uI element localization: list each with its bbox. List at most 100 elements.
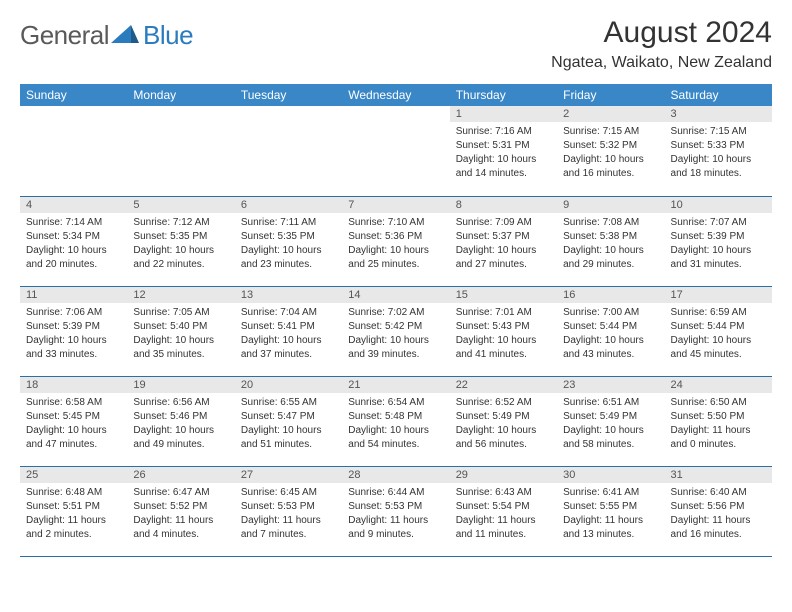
calendar-cell: 15Sunrise: 7:01 AMSunset: 5:43 PMDayligh… <box>450 286 557 376</box>
sunrise-text: Sunrise: 6:41 AM <box>563 486 658 500</box>
sunset-text: Sunset: 5:56 PM <box>671 500 766 514</box>
day-details: Sunrise: 7:16 AMSunset: 5:31 PMDaylight:… <box>450 122 557 187</box>
sunset-text: Sunset: 5:53 PM <box>241 500 336 514</box>
sunrise-text: Sunrise: 7:16 AM <box>456 125 551 139</box>
calendar-week-row: 4Sunrise: 7:14 AMSunset: 5:34 PMDaylight… <box>20 196 772 286</box>
sunrise-text: Sunrise: 6:55 AM <box>241 396 336 410</box>
sunrise-text: Sunrise: 7:02 AM <box>348 306 443 320</box>
day-details: Sunrise: 6:59 AMSunset: 5:44 PMDaylight:… <box>665 303 772 368</box>
daylight-text: Daylight: 10 hours and 45 minutes. <box>671 334 766 362</box>
weekday-header: Thursday <box>450 84 557 106</box>
weekday-header: Tuesday <box>235 84 342 106</box>
daylight-text: Daylight: 11 hours and 11 minutes. <box>456 514 551 542</box>
day-details: Sunrise: 7:15 AMSunset: 5:33 PMDaylight:… <box>665 122 772 187</box>
month-title: August 2024 <box>551 16 772 50</box>
calendar-cell: 22Sunrise: 6:52 AMSunset: 5:49 PMDayligh… <box>450 376 557 466</box>
daylight-text: Daylight: 10 hours and 33 minutes. <box>26 334 121 362</box>
sunrise-text: Sunrise: 7:12 AM <box>133 216 228 230</box>
sunset-text: Sunset: 5:42 PM <box>348 320 443 334</box>
day-number: 21 <box>342 377 449 393</box>
sunset-text: Sunset: 5:44 PM <box>563 320 658 334</box>
daylight-text: Daylight: 10 hours and 49 minutes. <box>133 424 228 452</box>
day-number: 3 <box>665 106 772 122</box>
calendar-cell: 27Sunrise: 6:45 AMSunset: 5:53 PMDayligh… <box>235 466 342 556</box>
day-details: Sunrise: 6:41 AMSunset: 5:55 PMDaylight:… <box>557 483 664 548</box>
daylight-text: Daylight: 10 hours and 43 minutes. <box>563 334 658 362</box>
sunset-text: Sunset: 5:39 PM <box>671 230 766 244</box>
sunrise-text: Sunrise: 6:43 AM <box>456 486 551 500</box>
day-details: Sunrise: 7:10 AMSunset: 5:36 PMDaylight:… <box>342 213 449 278</box>
day-number: 27 <box>235 467 342 483</box>
day-number: 8 <box>450 197 557 213</box>
day-number: 5 <box>127 197 234 213</box>
daylight-text: Daylight: 11 hours and 0 minutes. <box>671 424 766 452</box>
daylight-text: Daylight: 10 hours and 56 minutes. <box>456 424 551 452</box>
calendar-cell <box>342 106 449 196</box>
sunset-text: Sunset: 5:38 PM <box>563 230 658 244</box>
day-number: 22 <box>450 377 557 393</box>
calendar-week-row: 1Sunrise: 7:16 AMSunset: 5:31 PMDaylight… <box>20 106 772 196</box>
daylight-text: Daylight: 11 hours and 16 minutes. <box>671 514 766 542</box>
sunset-text: Sunset: 5:47 PM <box>241 410 336 424</box>
sunset-text: Sunset: 5:49 PM <box>456 410 551 424</box>
daylight-text: Daylight: 10 hours and 41 minutes. <box>456 334 551 362</box>
calendar-cell: 30Sunrise: 6:41 AMSunset: 5:55 PMDayligh… <box>557 466 664 556</box>
calendar-cell: 14Sunrise: 7:02 AMSunset: 5:42 PMDayligh… <box>342 286 449 376</box>
daylight-text: Daylight: 10 hours and 54 minutes. <box>348 424 443 452</box>
sunset-text: Sunset: 5:50 PM <box>671 410 766 424</box>
day-number: 7 <box>342 197 449 213</box>
day-details: Sunrise: 7:07 AMSunset: 5:39 PMDaylight:… <box>665 213 772 278</box>
day-details: Sunrise: 7:09 AMSunset: 5:37 PMDaylight:… <box>450 213 557 278</box>
day-details: Sunrise: 6:43 AMSunset: 5:54 PMDaylight:… <box>450 483 557 548</box>
sunset-text: Sunset: 5:31 PM <box>456 139 551 153</box>
calendar-cell: 18Sunrise: 6:58 AMSunset: 5:45 PMDayligh… <box>20 376 127 466</box>
calendar-cell: 2Sunrise: 7:15 AMSunset: 5:32 PMDaylight… <box>557 106 664 196</box>
calendar-cell: 3Sunrise: 7:15 AMSunset: 5:33 PMDaylight… <box>665 106 772 196</box>
sunrise-text: Sunrise: 6:56 AM <box>133 396 228 410</box>
location: Ngatea, Waikato, New Zealand <box>551 54 772 72</box>
sunset-text: Sunset: 5:33 PM <box>671 139 766 153</box>
sunset-text: Sunset: 5:40 PM <box>133 320 228 334</box>
weekday-header: Saturday <box>665 84 772 106</box>
sunset-text: Sunset: 5:35 PM <box>133 230 228 244</box>
weekday-header: Friday <box>557 84 664 106</box>
sunset-text: Sunset: 5:51 PM <box>26 500 121 514</box>
sunrise-text: Sunrise: 7:10 AM <box>348 216 443 230</box>
day-details: Sunrise: 7:02 AMSunset: 5:42 PMDaylight:… <box>342 303 449 368</box>
weekday-header: Wednesday <box>342 84 449 106</box>
day-details: Sunrise: 7:06 AMSunset: 5:39 PMDaylight:… <box>20 303 127 368</box>
daylight-text: Daylight: 10 hours and 23 minutes. <box>241 244 336 272</box>
daylight-text: Daylight: 10 hours and 37 minutes. <box>241 334 336 362</box>
day-details: Sunrise: 7:05 AMSunset: 5:40 PMDaylight:… <box>127 303 234 368</box>
sunrise-text: Sunrise: 7:07 AM <box>671 216 766 230</box>
sunset-text: Sunset: 5:55 PM <box>563 500 658 514</box>
weekday-header: Sunday <box>20 84 127 106</box>
sunset-text: Sunset: 5:34 PM <box>26 230 121 244</box>
day-number: 29 <box>450 467 557 483</box>
sunrise-text: Sunrise: 7:04 AM <box>241 306 336 320</box>
sunrise-text: Sunrise: 6:58 AM <box>26 396 121 410</box>
calendar-cell: 6Sunrise: 7:11 AMSunset: 5:35 PMDaylight… <box>235 196 342 286</box>
calendar-cell: 5Sunrise: 7:12 AMSunset: 5:35 PMDaylight… <box>127 196 234 286</box>
sunset-text: Sunset: 5:36 PM <box>348 230 443 244</box>
day-number: 16 <box>557 287 664 303</box>
day-number: 15 <box>450 287 557 303</box>
calendar-cell: 16Sunrise: 7:00 AMSunset: 5:44 PMDayligh… <box>557 286 664 376</box>
sunset-text: Sunset: 5:49 PM <box>563 410 658 424</box>
calendar-cell: 1Sunrise: 7:16 AMSunset: 5:31 PMDaylight… <box>450 106 557 196</box>
day-number: 28 <box>342 467 449 483</box>
sunset-text: Sunset: 5:44 PM <box>671 320 766 334</box>
day-number: 30 <box>557 467 664 483</box>
calendar-week-row: 18Sunrise: 6:58 AMSunset: 5:45 PMDayligh… <box>20 376 772 466</box>
calendar-cell: 12Sunrise: 7:05 AMSunset: 5:40 PMDayligh… <box>127 286 234 376</box>
calendar-cell: 21Sunrise: 6:54 AMSunset: 5:48 PMDayligh… <box>342 376 449 466</box>
daylight-text: Daylight: 10 hours and 29 minutes. <box>563 244 658 272</box>
daylight-text: Daylight: 11 hours and 13 minutes. <box>563 514 658 542</box>
day-number: 14 <box>342 287 449 303</box>
sunset-text: Sunset: 5:45 PM <box>26 410 121 424</box>
day-details: Sunrise: 6:56 AMSunset: 5:46 PMDaylight:… <box>127 393 234 458</box>
calendar-cell: 26Sunrise: 6:47 AMSunset: 5:52 PMDayligh… <box>127 466 234 556</box>
daylight-text: Daylight: 10 hours and 27 minutes. <box>456 244 551 272</box>
sunset-text: Sunset: 5:35 PM <box>241 230 336 244</box>
day-details: Sunrise: 6:47 AMSunset: 5:52 PMDaylight:… <box>127 483 234 548</box>
